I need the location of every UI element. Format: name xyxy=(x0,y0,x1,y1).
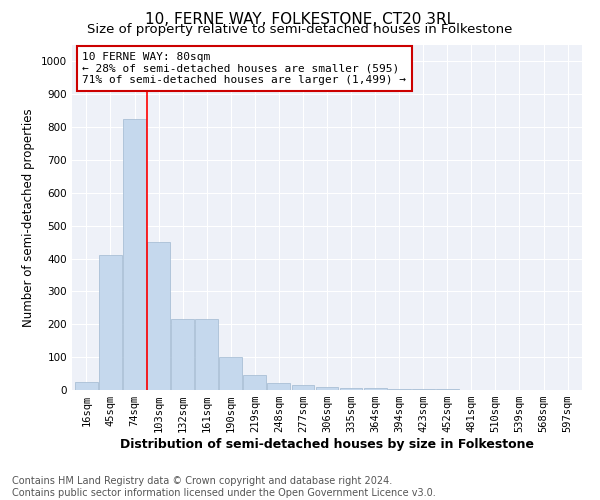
Bar xyxy=(268,384,290,390)
Bar xyxy=(147,242,170,390)
Bar xyxy=(75,382,98,390)
Bar xyxy=(171,320,194,390)
Bar xyxy=(364,388,386,390)
Bar xyxy=(220,357,242,390)
Y-axis label: Number of semi-detached properties: Number of semi-detached properties xyxy=(22,108,35,327)
Text: Contains HM Land Registry data © Crown copyright and database right 2024.
Contai: Contains HM Land Registry data © Crown c… xyxy=(12,476,436,498)
Bar xyxy=(195,320,218,390)
Text: Size of property relative to semi-detached houses in Folkestone: Size of property relative to semi-detach… xyxy=(88,22,512,36)
Bar xyxy=(340,388,362,390)
Text: 10, FERNE WAY, FOLKESTONE, CT20 3RL: 10, FERNE WAY, FOLKESTONE, CT20 3RL xyxy=(145,12,455,28)
Bar xyxy=(388,389,410,390)
Bar xyxy=(123,119,146,390)
Bar xyxy=(244,375,266,390)
Bar xyxy=(292,385,314,390)
X-axis label: Distribution of semi-detached houses by size in Folkestone: Distribution of semi-detached houses by … xyxy=(120,438,534,451)
Text: 10 FERNE WAY: 80sqm
← 28% of semi-detached houses are smaller (595)
71% of semi-: 10 FERNE WAY: 80sqm ← 28% of semi-detach… xyxy=(82,52,406,85)
Bar xyxy=(316,386,338,390)
Bar xyxy=(99,256,122,390)
